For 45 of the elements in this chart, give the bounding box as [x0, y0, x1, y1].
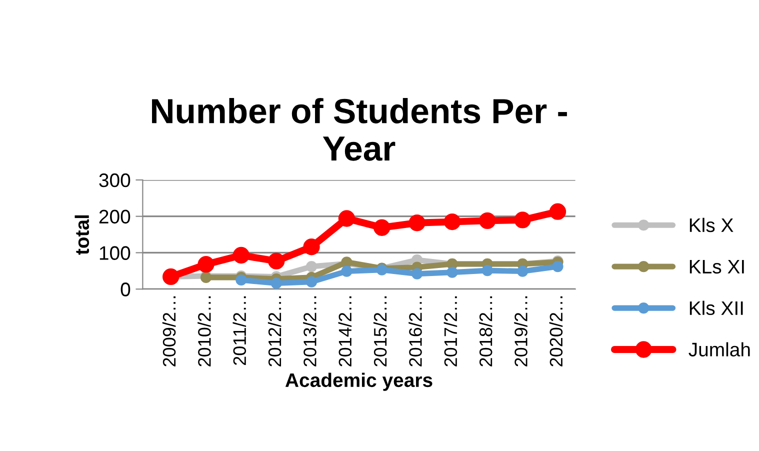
- x-axis-title: Academic years: [285, 372, 432, 391]
- x-tick-label: 2016/2…: [408, 296, 422, 366]
- legend-label: Kls XII: [690, 300, 743, 316]
- point: [482, 264, 493, 276]
- point: [236, 274, 247, 286]
- x-tick-label: 2017/2…: [444, 296, 458, 366]
- point: [446, 266, 458, 278]
- y-tick-label: 0: [120, 282, 130, 296]
- x-tick-label: 2009/2…: [162, 296, 176, 366]
- point: [338, 210, 356, 227]
- x-tick-label: 2014/2…: [338, 296, 352, 366]
- legend-label: Jumlah: [688, 342, 750, 356]
- point: [232, 246, 250, 264]
- point: [444, 213, 461, 230]
- point: [408, 214, 426, 232]
- legend-label: Kls X: [690, 218, 734, 232]
- point: [270, 278, 282, 289]
- point: [303, 238, 320, 256]
- x-tick-label: 2020/2…: [549, 296, 563, 366]
- point: [374, 219, 390, 236]
- point: [198, 256, 214, 273]
- point: [341, 266, 352, 277]
- point: [552, 260, 564, 272]
- y-tick-label: 100: [100, 246, 130, 260]
- legend-label: KLs XI: [690, 260, 744, 274]
- x-tick-label: 2015/2…: [373, 296, 387, 366]
- chart-title: Number of Students Per - Year: [152, 98, 567, 161]
- x-tick-label: 2010/2…: [198, 296, 211, 366]
- x-tick-label: 2011/2…: [232, 296, 246, 365]
- x-tick-label: 2012/2…: [268, 296, 282, 366]
- point: [306, 260, 318, 272]
- point: [514, 212, 531, 228]
- point: [411, 268, 423, 280]
- y-tick-label: 200: [99, 210, 130, 224]
- point: [479, 212, 496, 230]
- x-tick-label: 2019/2…: [514, 296, 528, 366]
- point: [162, 268, 180, 286]
- point: [268, 252, 285, 270]
- x-tick-label: 2013/2…: [303, 296, 316, 366]
- y-axis-title: total: [74, 215, 90, 255]
- point: [306, 276, 318, 288]
- point: [517, 266, 528, 277]
- point: [549, 203, 566, 220]
- y-tick-label: 300: [99, 173, 130, 188]
- x-tick-label: 2018/2…: [478, 296, 492, 366]
